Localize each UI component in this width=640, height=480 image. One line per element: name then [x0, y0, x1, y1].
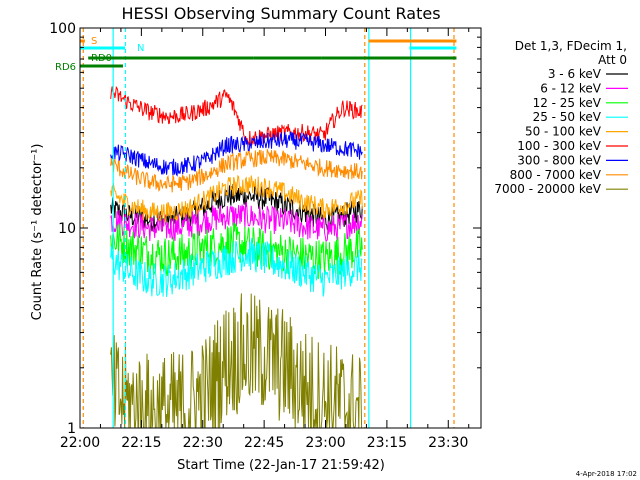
legend-label: 12 - 25 keV	[533, 96, 602, 110]
x-tick-label: 23:30	[428, 435, 468, 451]
x-tick-label: 23:15	[367, 435, 407, 451]
legend-label: 100 - 300 keV	[517, 139, 601, 153]
legend-label: 50 - 100 keV	[525, 125, 602, 139]
legend-label: 3 - 6 keV	[548, 67, 602, 81]
flag-bars: S N RD0 RD6	[55, 36, 457, 73]
legend-label: 25 - 50 keV	[533, 110, 602, 124]
series-layer	[110, 86, 363, 428]
legend-label: 300 - 800 keV	[517, 153, 601, 167]
flag-label: RD6	[55, 62, 76, 73]
legend-label: 800 - 7000 keV	[510, 168, 602, 182]
x-tick-label: 22:30	[183, 435, 223, 451]
series-line	[110, 86, 363, 147]
x-tick-label: 22:00	[60, 435, 100, 451]
legend-header-line-2: Att 0	[598, 53, 627, 67]
y-tick-label: 10	[58, 221, 76, 237]
series-line	[110, 237, 363, 298]
chart-title: HESSI Observing Summary Count Rates	[121, 4, 440, 23]
series-line	[110, 131, 363, 177]
y-tick-label: 1	[67, 421, 76, 437]
flag-label: RD0	[91, 53, 112, 64]
generation-timestamp: 4-Apr-2018 17:02	[576, 470, 637, 478]
y-axis-label: Count Rate (s⁻¹ detector⁻¹)	[30, 144, 45, 321]
legend-label: 7000 - 20000 keV	[494, 182, 601, 196]
series-line	[110, 149, 363, 193]
x-tick-label: 22:15	[121, 435, 161, 451]
series-line	[110, 174, 363, 223]
y-tick-label: 100	[49, 21, 76, 37]
series-line	[110, 201, 363, 242]
x-tick-label: 23:00	[305, 435, 345, 451]
legend-header-line-1: Det 1,3, FDecim 1,	[515, 39, 627, 53]
series-line	[110, 293, 363, 428]
x-tick-label: 22:45	[244, 435, 284, 451]
flag-label: N	[137, 43, 144, 54]
axes: 22:00 22:15 22:30 22:45 23:00 23:15 23:30 1 10 10…	[49, 21, 482, 451]
x-axis-label: Start Time (22-Jan-17 21:59:42)	[177, 458, 385, 473]
legend-label: 6 - 12 keV	[540, 81, 602, 95]
flag-label: S	[91, 36, 97, 47]
